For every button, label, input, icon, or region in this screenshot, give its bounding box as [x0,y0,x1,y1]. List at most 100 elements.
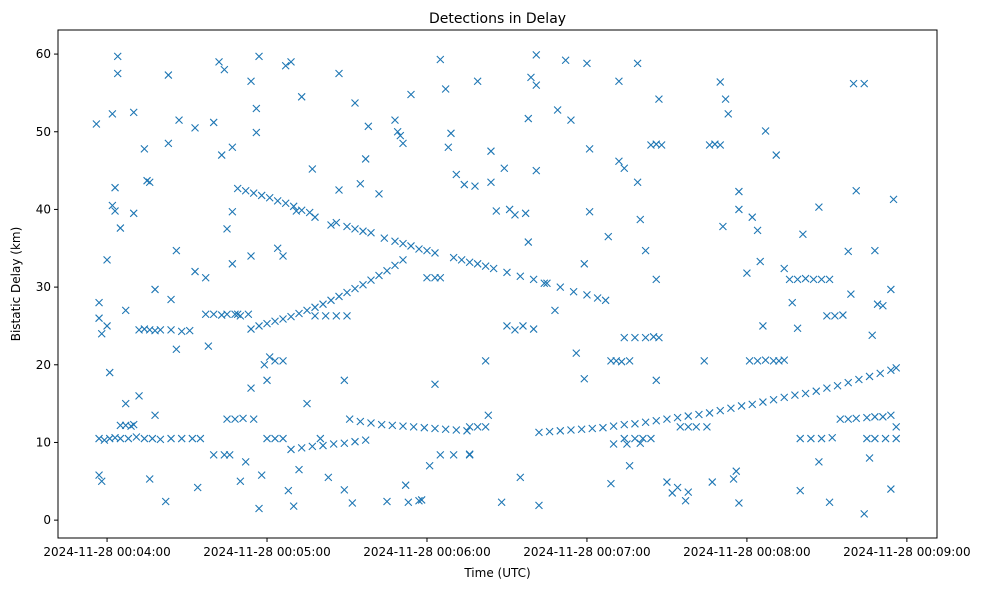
data-point [423,273,431,282]
data-point [759,322,767,330]
data-point [471,182,479,191]
data-point [332,218,341,227]
data-point [500,164,509,173]
data-point [265,193,274,202]
data-point [862,434,871,443]
data-point [319,300,327,309]
data-point [609,440,618,448]
data-point [196,434,205,443]
data-point [327,221,335,229]
data-point [844,378,853,387]
data-point [436,55,445,64]
data-point [823,384,831,392]
data-point [148,434,157,443]
data-point [407,242,415,250]
data-point [716,141,725,149]
data-point [351,99,359,107]
data-point [647,434,655,443]
data-point [748,213,757,222]
data-point [684,412,693,420]
data-point [287,312,295,321]
data-point [641,333,650,342]
data-point [252,128,261,137]
data-point [633,59,642,68]
data-point [399,256,407,264]
data-point [889,195,898,204]
data-point [289,202,298,211]
data-point [217,151,226,159]
data-point [460,180,469,189]
data-point [583,59,591,68]
data-point [892,364,901,372]
data-point [623,440,631,448]
data-point [415,496,423,505]
data-point [700,357,709,365]
data-point [748,400,757,409]
data-point [121,306,130,315]
data-point [852,186,861,195]
data-point [473,77,482,86]
data-point [708,478,717,486]
data-point [444,143,453,152]
data-point [652,376,661,385]
y-tick-label: 50 [36,125,51,139]
data-point [873,300,882,309]
data-point [657,141,666,149]
data-point [473,259,482,268]
data-point [788,298,797,307]
y-tick-label: 10 [36,435,51,449]
data-point [532,81,541,90]
data-point [436,450,445,459]
data-point [870,434,879,443]
data-point [135,391,143,400]
data-point [860,510,869,518]
data-point [193,483,202,492]
data-point [572,349,581,358]
data-point [209,450,218,459]
data-point [732,467,741,476]
data-point [321,311,330,320]
chart-title: Detections in Delay [429,11,566,27]
data-point [516,272,525,281]
data-point [593,294,602,302]
data-point [452,170,461,179]
data-point [311,213,319,222]
y-tick-label: 60 [36,47,51,61]
data-point [585,207,594,216]
x-axis: 2024-11-28 00:04:00 2024-11-28 00:05:00 20… [43,538,971,559]
data-point [308,165,317,173]
data-point [191,123,199,132]
data-point [255,322,263,330]
data-point [673,413,682,422]
data-point [145,178,154,187]
data-point [743,269,751,278]
data-point [103,256,111,264]
data-point [295,309,303,318]
data-point [833,381,842,390]
data-point [615,157,623,166]
data-point [233,310,242,319]
data-point [116,224,125,232]
data-point [316,434,325,443]
data-point [655,333,663,342]
data-point [351,284,359,293]
data-point [172,246,181,255]
data-point [417,496,426,504]
data-point [223,224,231,233]
data-point [567,426,575,434]
data-point [785,275,794,284]
data-point [241,457,250,466]
data-point [228,143,237,152]
data-point [870,246,879,255]
data-point [375,190,383,198]
data-point [796,434,805,443]
data-point [556,283,565,291]
data-point [521,209,530,218]
data-point [209,310,218,319]
data-point [447,129,455,138]
data-point [452,426,461,434]
data-point [809,275,818,284]
data-point [407,90,415,99]
data-point [735,499,743,507]
data-point [473,423,482,431]
